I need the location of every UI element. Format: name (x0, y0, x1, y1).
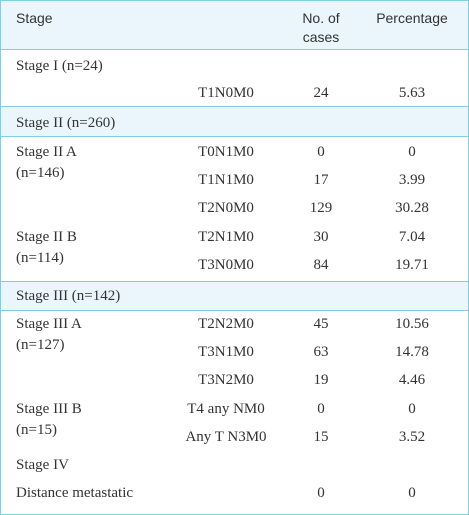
row-label: Distance metastatic (16, 485, 134, 501)
divider (1, 49, 468, 50)
tnm-cell: T2N1M0 (198, 229, 254, 245)
group-stage-1: Stage I (n=24) T1N0M0 24 5.63 (1, 50, 468, 106)
row-label: (n=146) (16, 165, 65, 181)
tnm-cell: Any T N3M0 (185, 429, 267, 445)
cases-cell: 0 (317, 485, 325, 501)
group-stage-2-title: Stage II (n=260) (1, 107, 468, 136)
cases-cell: 63 (313, 344, 329, 360)
row-label: Stage II B (16, 229, 77, 245)
divider (1, 310, 468, 311)
tnm-cell: T1N0M0 (198, 85, 254, 101)
group-title: Stage III (n=142) (16, 288, 121, 304)
cases-cell: 0 (317, 401, 325, 417)
row-label: (n=15) (16, 422, 57, 438)
percentage-cell: 10.56 (395, 316, 429, 332)
percentage-cell: 3.99 (398, 172, 426, 188)
cases-cell: 30 (313, 229, 329, 245)
tnm-cell: T0N1M0 (198, 144, 254, 160)
percentage-cell: 14.78 (395, 344, 429, 360)
header-cases-line2: cases (302, 29, 340, 45)
tnm-cell: T2N2M0 (198, 316, 254, 332)
divider (1, 136, 468, 137)
row-label: Stage III B (16, 401, 82, 417)
percentage-cell: 0 (408, 485, 416, 501)
cases-cell: 84 (313, 257, 329, 273)
cases-cell: 24 (313, 85, 329, 101)
percentage-cell: 4.46 (398, 372, 426, 388)
group-stage-3-title: Stage III (n=142) (1, 282, 468, 310)
percentage-cell: 7.04 (398, 229, 426, 245)
cases-cell: 19 (313, 372, 329, 388)
percentage-cell: 30.28 (395, 200, 429, 216)
percentage-cell: 19.71 (395, 257, 429, 273)
cases-cell: 45 (313, 316, 329, 332)
group-title: Stage I (n=24) (16, 58, 103, 74)
row-label: Stage III A (16, 316, 82, 332)
row-label: (n=127) (16, 337, 65, 353)
tnm-cell: T3N0M0 (198, 257, 254, 273)
tnm-cell: T4 any NM0 (187, 401, 265, 417)
cases-cell: 15 (313, 429, 329, 445)
percentage-cell: 5.63 (398, 85, 426, 101)
tnm-cell: T1N1M0 (198, 172, 254, 188)
row-label: (n=114) (16, 250, 64, 266)
cases-cell: 17 (313, 172, 329, 188)
divider (1, 281, 468, 282)
tnm-cell: T3N2M0 (198, 372, 254, 388)
tnm-cell: T2N0M0 (198, 200, 254, 216)
cases-cell: 129 (309, 200, 333, 216)
group-title: Stage II (n=260) (16, 115, 116, 131)
group-stage-3-rows: Stage III A T2N2M0 45 10.56 (n=127) T3N1… (1, 311, 468, 514)
divider (1, 106, 468, 107)
percentage-cell: 3.52 (398, 429, 426, 445)
header-cases-line1: No. of (302, 10, 340, 26)
percentage-cell: 0 (408, 144, 416, 160)
percentage-cell: 0 (408, 401, 416, 417)
header-stage: Stage (16, 10, 53, 26)
group-stage-2-rows: Stage II A T0N1M0 0 0 (n=146) T1N1M0 17 … (1, 137, 468, 281)
row-label: Stage IV (16, 457, 69, 473)
table-header: Stage No. of cases Percentage (1, 1, 468, 49)
row-label: Stage II A (16, 144, 77, 160)
header-percentage: Percentage (376, 10, 448, 26)
cases-cell: 0 (317, 144, 325, 160)
tnm-cell: T3N1M0 (198, 344, 254, 360)
